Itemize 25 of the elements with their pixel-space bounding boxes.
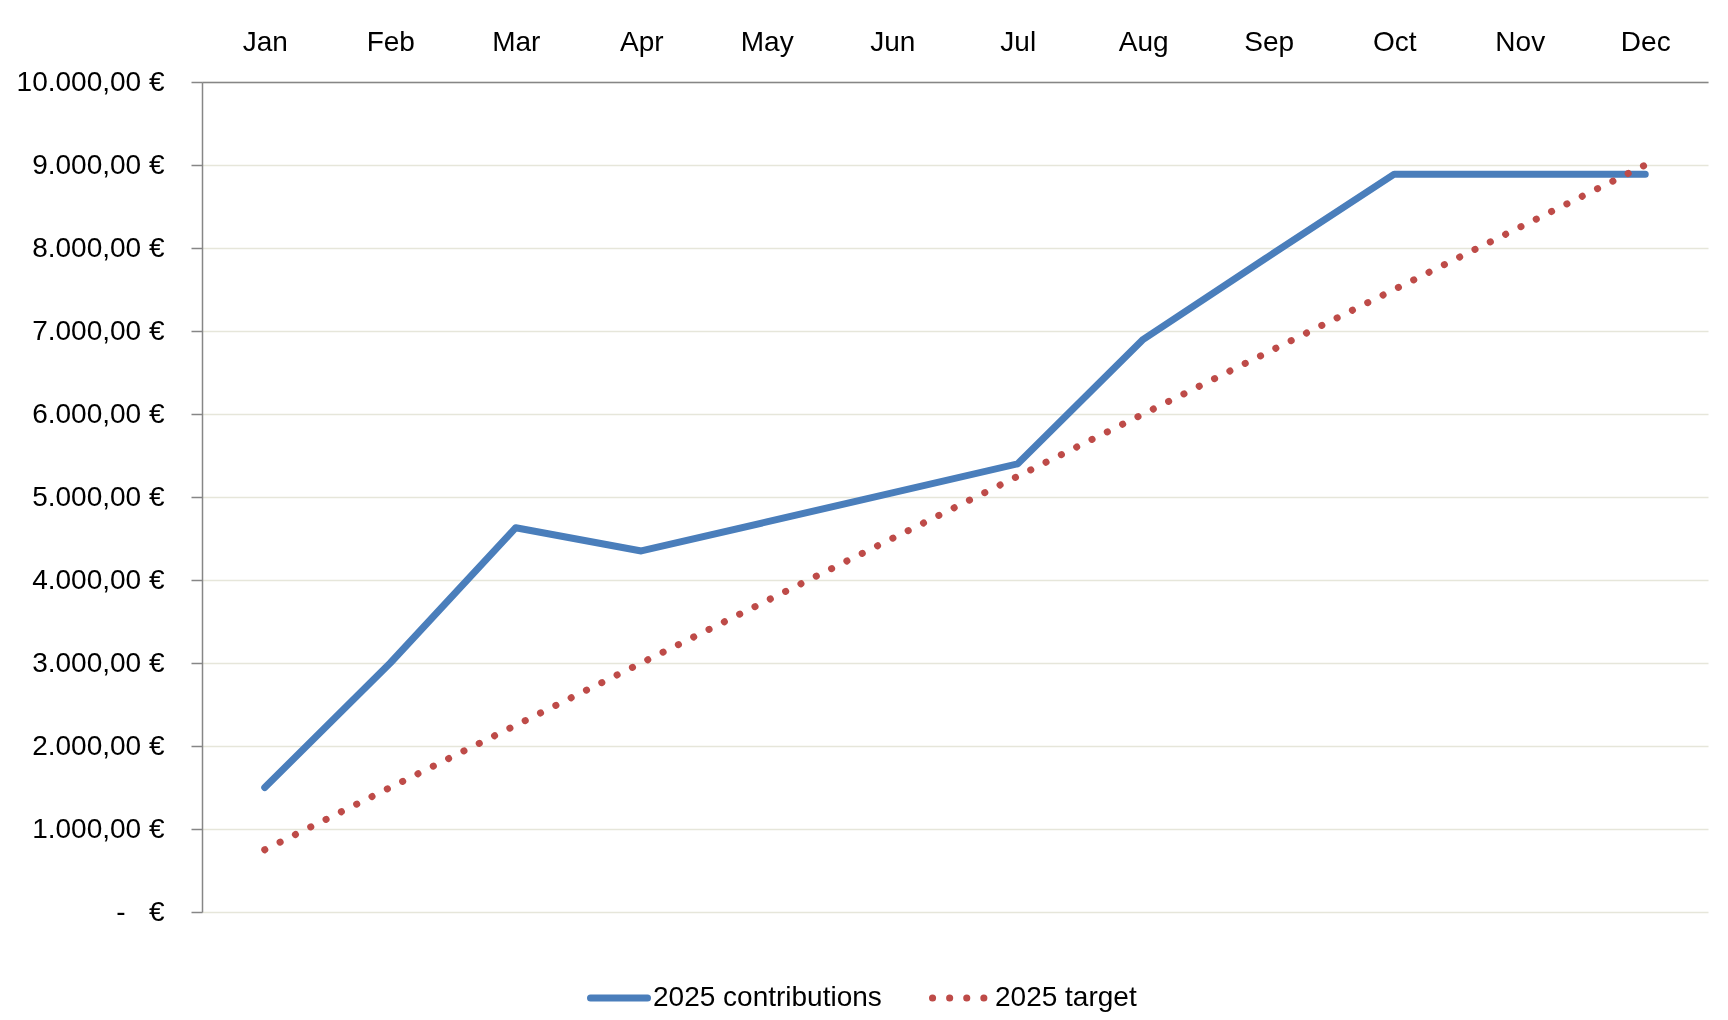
y-tick-label: 4.000,00 €: [32, 563, 165, 595]
y-tick-label: 6.000,00 €: [32, 397, 165, 429]
x-tick-label: Dec: [1620, 25, 1671, 57]
x-tick-label: Apr: [619, 25, 664, 57]
x-tick-label: Jan: [242, 25, 288, 57]
x-tick-label: Nov: [1495, 25, 1546, 57]
y-tick-label: 3.000,00 €: [32, 646, 165, 678]
x-tick-label: Oct: [1372, 25, 1417, 57]
y-tick-label: 7.000,00 €: [32, 314, 165, 346]
x-tick-label: Sep: [1244, 25, 1295, 57]
legend-label: 2025 target: [995, 981, 1137, 1012]
y-tick-label: 1.000,00 €: [32, 812, 165, 844]
y-tick-label: 9.000,00 €: [32, 148, 165, 180]
y-tick-label: - €: [116, 895, 165, 927]
x-tick-label: May: [740, 25, 794, 57]
y-tick-label: 10.000,00 €: [16, 65, 165, 97]
x-tick-label: Feb: [366, 25, 415, 57]
x-tick-label: Mar: [492, 25, 541, 57]
y-tick-label: 5.000,00 €: [32, 480, 165, 512]
y-tick-label: 8.000,00 €: [32, 231, 165, 263]
x-tick-label: Aug: [1118, 25, 1169, 57]
legend-label: 2025 contributions: [653, 981, 882, 1012]
y-tick-label: 2.000,00 €: [32, 729, 165, 761]
x-tick-label: Jul: [1000, 25, 1037, 57]
x-tick-label: Jun: [870, 25, 916, 57]
